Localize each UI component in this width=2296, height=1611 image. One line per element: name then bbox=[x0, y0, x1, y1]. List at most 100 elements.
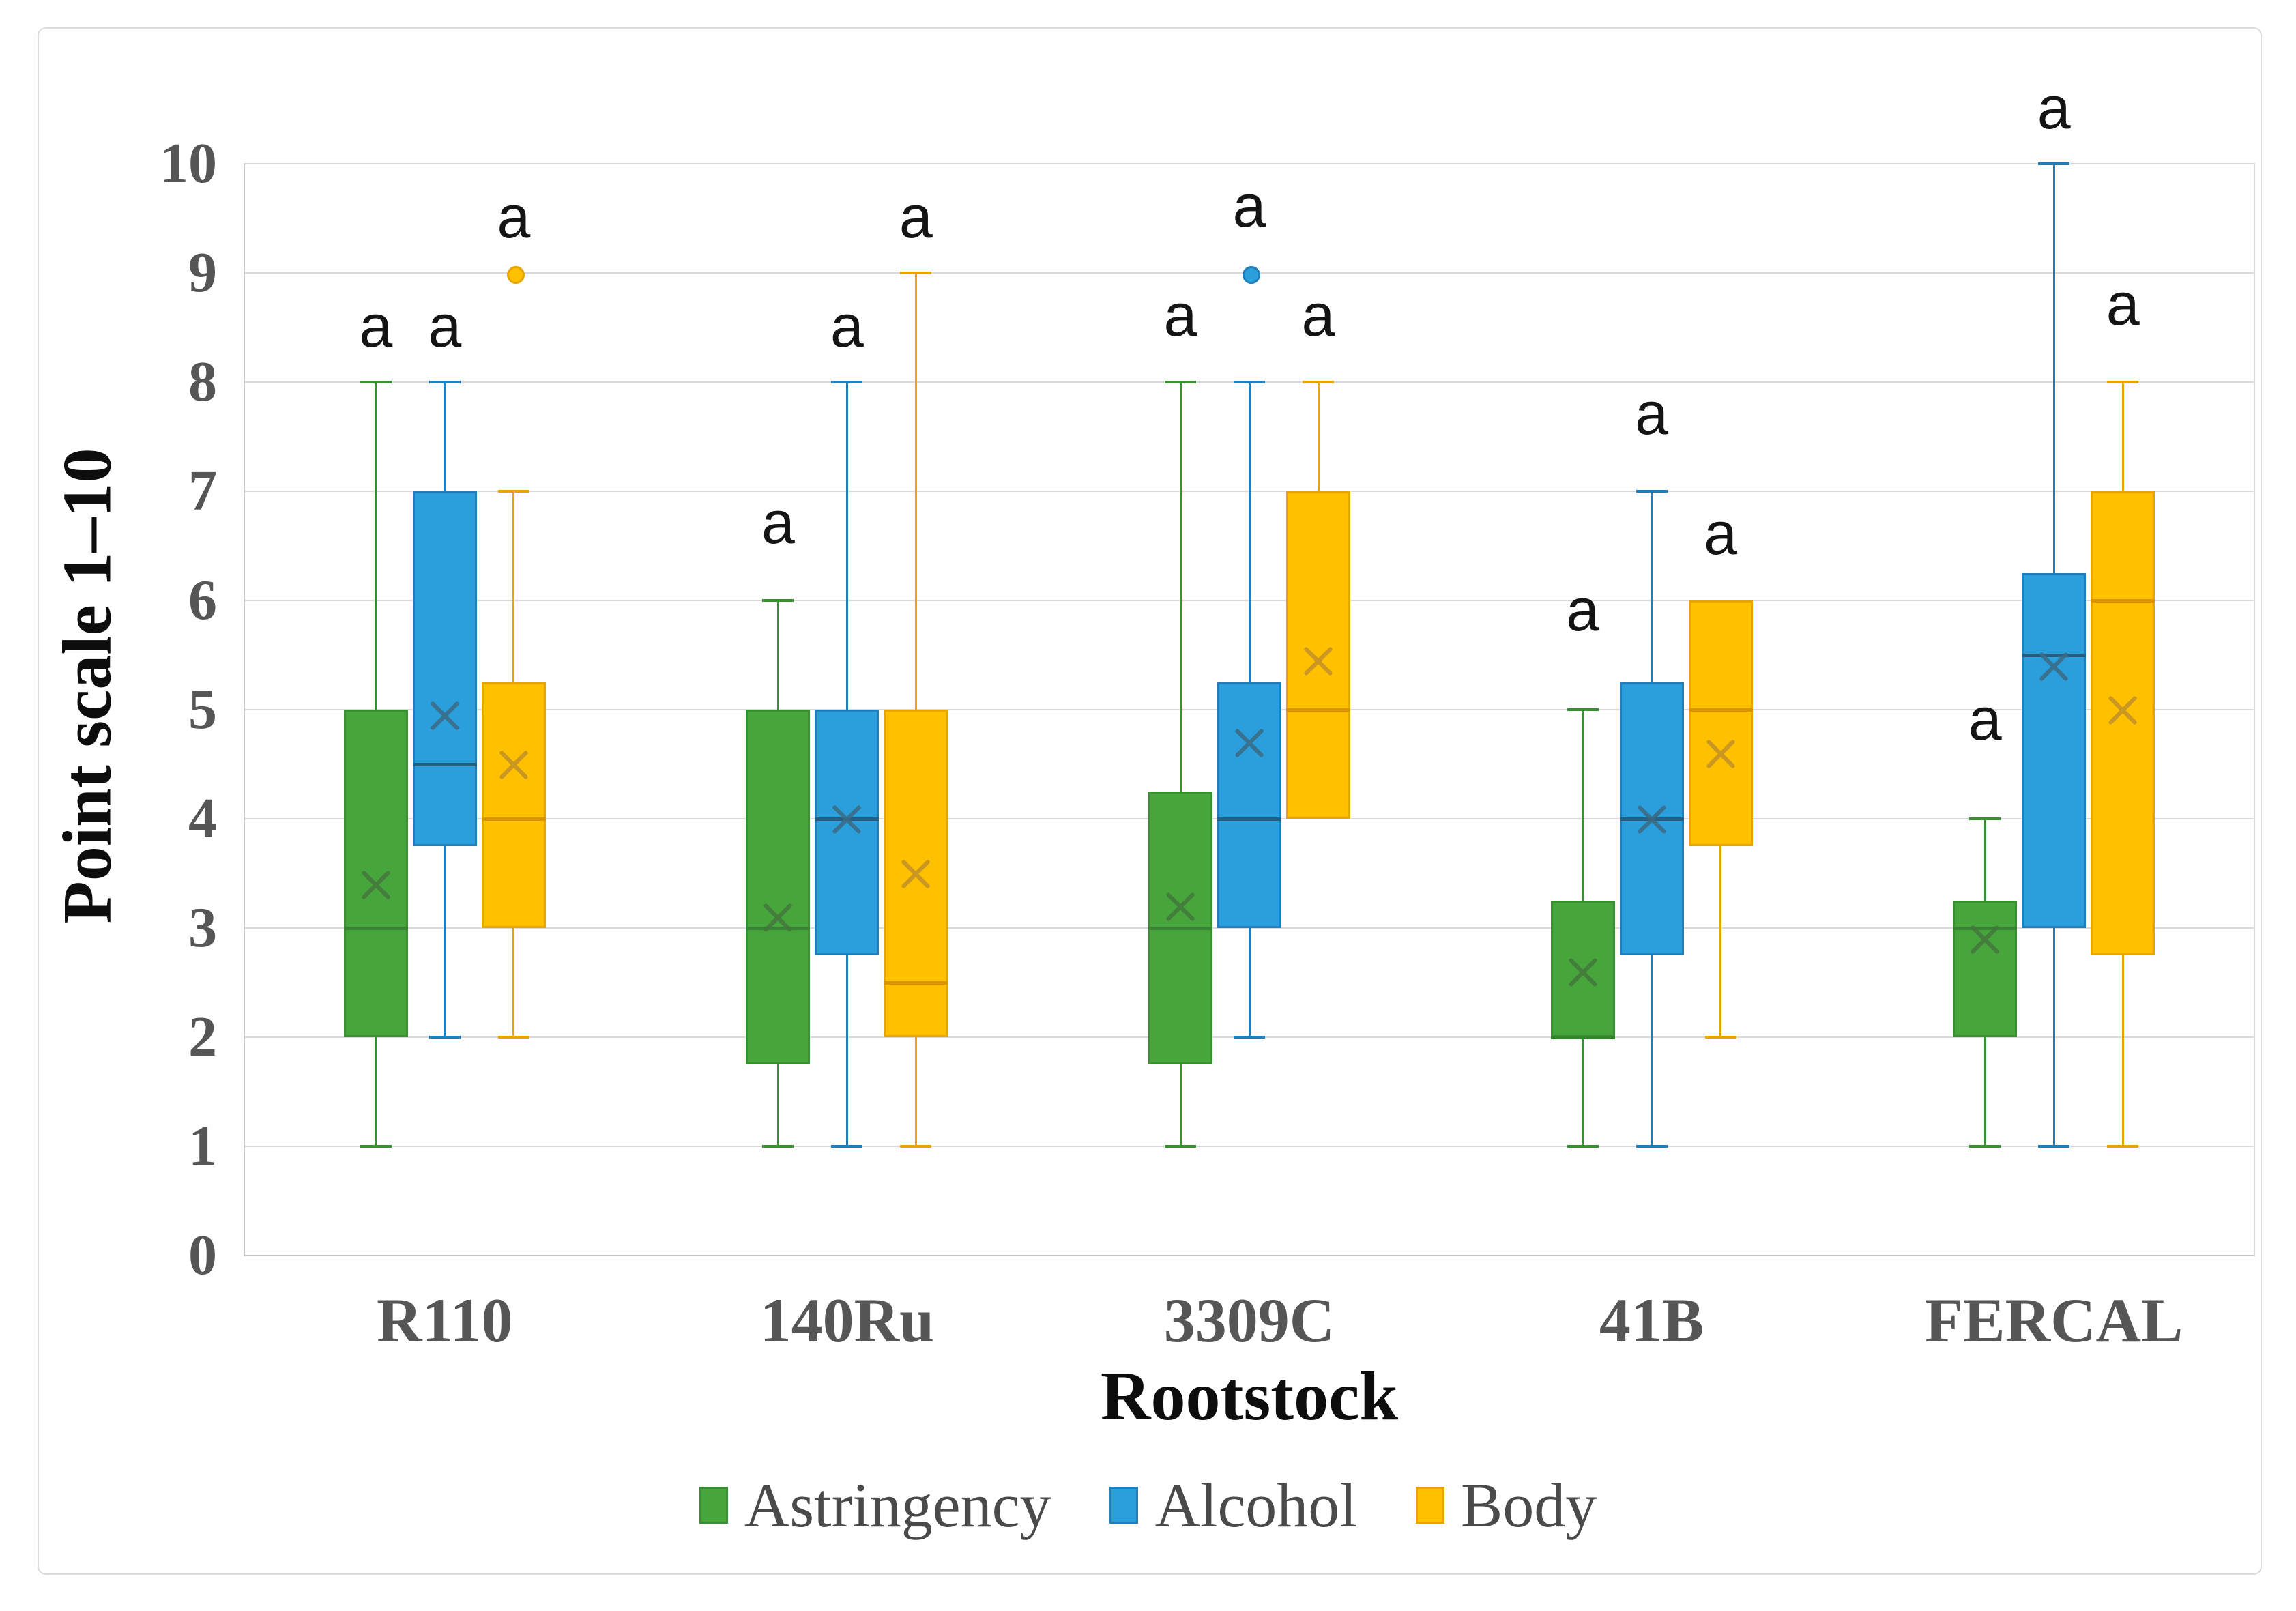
median-alcohol-3309c bbox=[1217, 817, 1281, 821]
sig-label-body-fercal: a bbox=[2106, 270, 2140, 338]
whisker-upper-alcohol-140ru bbox=[845, 382, 848, 710]
legend-swatch-body bbox=[1415, 1487, 1444, 1524]
median-body-3309c bbox=[1286, 708, 1350, 712]
whisker-cap-upper-alcohol-140ru bbox=[831, 381, 863, 383]
whisker-cap-lower-body-r110 bbox=[497, 1036, 529, 1039]
whisker-lower-alcohol-3309c bbox=[1248, 928, 1251, 1037]
box-alcohol-fercal bbox=[2022, 573, 2087, 928]
y-tick-label-4: 4 bbox=[188, 787, 217, 850]
sig-label-astringency-r110: a bbox=[359, 292, 393, 360]
mean-marker-alcohol-41b bbox=[1633, 800, 1671, 838]
mean-marker-body-3309c bbox=[1299, 641, 1337, 680]
whisker-lower-body-140ru bbox=[914, 1037, 917, 1146]
whisker-upper-astringency-3309c bbox=[1179, 382, 1182, 792]
sig-label-body-140ru: a bbox=[899, 183, 933, 250]
sig-label-astringency-3309c: a bbox=[1163, 281, 1197, 349]
mean-marker-body-41b bbox=[1702, 734, 1740, 772]
y-tick-label-6: 6 bbox=[188, 568, 217, 632]
sig-label-body-r110: a bbox=[497, 183, 531, 250]
legend-label-astringency: Astringency bbox=[744, 1470, 1051, 1540]
whisker-cap-lower-alcohol-fercal bbox=[2038, 1145, 2070, 1148]
whisker-upper-astringency-fercal bbox=[1983, 819, 1986, 901]
category-label-3309c: 3309C bbox=[1163, 1286, 1335, 1355]
category-label-r110: R110 bbox=[377, 1286, 513, 1355]
whisker-cap-lower-astringency-140ru bbox=[762, 1145, 794, 1148]
y-tick-label-9: 9 bbox=[188, 241, 217, 304]
outlier-body-r110-0 bbox=[506, 266, 525, 284]
whisker-lower-body-fercal bbox=[2121, 955, 2124, 1146]
whisker-cap-lower-alcohol-41b bbox=[1636, 1145, 1668, 1148]
y-tick-label-10: 10 bbox=[160, 132, 217, 195]
box-body-41b bbox=[1688, 600, 1753, 846]
category-label-fercal: FERCAL bbox=[1925, 1286, 2183, 1355]
box-body-r110 bbox=[481, 682, 546, 928]
whisker-cap-lower-astringency-fercal bbox=[1969, 1145, 2001, 1148]
gridline-10 bbox=[244, 163, 2255, 164]
y-tick-label-1: 1 bbox=[188, 1114, 217, 1178]
whisker-upper-body-140ru bbox=[914, 273, 917, 710]
y-tick-label-3: 3 bbox=[188, 896, 217, 959]
whisker-cap-upper-body-fercal bbox=[2107, 381, 2139, 383]
median-body-r110 bbox=[481, 817, 546, 821]
whisker-cap-upper-astringency-r110 bbox=[360, 381, 392, 383]
category-label-41b: 41B bbox=[1599, 1286, 1704, 1355]
whisker-lower-astringency-41b bbox=[1582, 1037, 1584, 1146]
mean-marker-alcohol-140ru bbox=[828, 800, 866, 838]
mean-marker-astringency-140ru bbox=[759, 898, 797, 936]
whisker-cap-upper-alcohol-r110 bbox=[428, 381, 461, 383]
legend-label-alcohol: Alcohol bbox=[1154, 1470, 1357, 1540]
whisker-cap-upper-astringency-3309c bbox=[1165, 381, 1196, 383]
whisker-lower-body-41b bbox=[1719, 846, 1722, 1037]
sig-label-astringency-41b: a bbox=[1566, 576, 1600, 643]
whisker-upper-body-fercal bbox=[2121, 382, 2124, 491]
sig-label-astringency-fercal: a bbox=[1968, 685, 2002, 753]
whisker-cap-lower-alcohol-3309c bbox=[1234, 1036, 1265, 1039]
whisker-lower-astringency-3309c bbox=[1179, 1064, 1182, 1146]
whisker-cap-upper-body-3309c bbox=[1303, 381, 1334, 383]
whisker-cap-upper-body-r110 bbox=[497, 490, 529, 493]
whisker-cap-lower-astringency-41b bbox=[1567, 1145, 1599, 1148]
whisker-upper-alcohol-41b bbox=[1651, 491, 1653, 682]
whisker-lower-astringency-140ru bbox=[776, 1064, 779, 1146]
whisker-cap-upper-alcohol-41b bbox=[1636, 490, 1668, 493]
mean-marker-alcohol-r110 bbox=[426, 696, 464, 734]
sig-label-body-3309c: a bbox=[1301, 281, 1335, 349]
legend-swatch-alcohol bbox=[1109, 1487, 1139, 1524]
median-body-fercal bbox=[2091, 598, 2155, 603]
median-body-41b bbox=[1688, 708, 1753, 712]
sig-label-alcohol-r110: a bbox=[428, 292, 462, 360]
sig-label-astringency-140ru: a bbox=[761, 489, 795, 556]
whisker-cap-lower-alcohol-140ru bbox=[831, 1145, 863, 1148]
whisker-upper-alcohol-3309c bbox=[1248, 382, 1251, 682]
mean-marker-astringency-fercal bbox=[1966, 920, 2004, 958]
whisker-cap-lower-alcohol-r110 bbox=[428, 1036, 461, 1039]
whisker-cap-lower-astringency-r110 bbox=[360, 1145, 392, 1148]
y-axis-line bbox=[244, 164, 245, 1256]
legend-item-alcohol: Alcohol bbox=[1109, 1469, 1357, 1541]
gridline-0 bbox=[244, 1255, 2255, 1256]
whisker-upper-astringency-140ru bbox=[776, 600, 779, 710]
legend: Astringency Alcohol Body bbox=[20, 1467, 2276, 1543]
mean-marker-astringency-41b bbox=[1564, 953, 1602, 991]
legend-item-body: Body bbox=[1415, 1469, 1597, 1541]
whisker-lower-astringency-r110 bbox=[375, 1037, 377, 1146]
whisker-upper-alcohol-r110 bbox=[444, 382, 446, 491]
gridline-1 bbox=[244, 1146, 2255, 1147]
sig-label-alcohol-3309c: a bbox=[1232, 172, 1266, 240]
whisker-upper-astringency-r110 bbox=[375, 382, 377, 710]
sig-label-alcohol-fercal: a bbox=[2037, 74, 2071, 141]
mean-marker-astringency-r110 bbox=[357, 865, 395, 903]
mean-marker-body-r110 bbox=[495, 745, 533, 783]
whisker-cap-lower-body-fercal bbox=[2107, 1145, 2139, 1148]
category-label-140ru: 140Ru bbox=[759, 1286, 935, 1355]
median-alcohol-r110 bbox=[412, 762, 477, 766]
mean-marker-alcohol-3309c bbox=[1230, 723, 1268, 761]
y-tick-label-0: 0 bbox=[188, 1223, 217, 1287]
mean-marker-alcohol-fercal bbox=[2035, 647, 2073, 685]
y-tick-label-7: 7 bbox=[188, 459, 217, 523]
whisker-lower-astringency-fercal bbox=[1983, 1037, 1986, 1146]
y-tick-label-8: 8 bbox=[188, 350, 217, 413]
mean-marker-body-140ru bbox=[897, 854, 935, 892]
